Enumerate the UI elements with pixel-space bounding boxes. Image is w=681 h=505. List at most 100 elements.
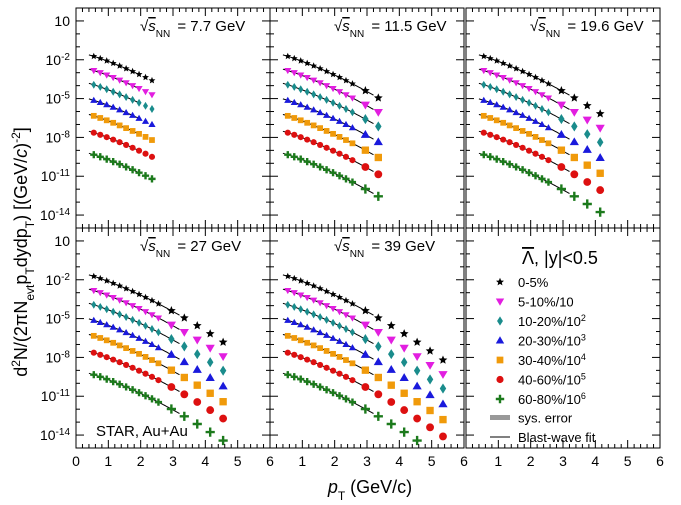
data-point	[218, 353, 228, 362]
data-point	[493, 155, 501, 163]
data-point	[290, 274, 298, 282]
data-point	[129, 128, 136, 134]
data-point	[532, 101, 539, 110]
data-point	[154, 315, 163, 322]
data-point	[329, 334, 337, 341]
y-tick-label: 10	[54, 233, 70, 249]
data-point	[348, 124, 357, 131]
data-point	[310, 282, 318, 289]
data-point	[142, 370, 149, 377]
data-point	[336, 370, 343, 377]
panel-5: √sNN = 39 GeV	[282, 238, 448, 446]
series-6	[88, 129, 156, 160]
fit-curve	[88, 350, 180, 392]
data-point	[135, 169, 143, 177]
fit-curve	[282, 274, 374, 316]
data-point	[103, 375, 111, 383]
data-point	[413, 414, 422, 423]
data-point	[123, 141, 130, 149]
data-point	[413, 398, 421, 406]
data-point	[304, 307, 310, 316]
data-point	[284, 112, 291, 119]
data-point	[336, 150, 343, 157]
data-point	[348, 315, 357, 322]
data-point	[135, 114, 143, 121]
data-point	[290, 153, 298, 161]
data-point	[166, 321, 176, 330]
y-axis-label: d2N/(2πNevtpTdydpT) [(GeV/c)-2]	[9, 127, 37, 377]
data-point	[322, 303, 331, 310]
data-point	[582, 101, 592, 110]
x-tick-label: 5	[234, 453, 242, 469]
data-point	[310, 359, 317, 366]
data-point	[90, 151, 98, 159]
data-point	[373, 191, 383, 201]
data-point	[290, 318, 298, 325]
data-point	[426, 374, 434, 385]
series-6	[478, 129, 605, 194]
data-point	[205, 329, 215, 338]
data-point	[142, 293, 149, 301]
data-point	[310, 77, 318, 84]
data-point	[506, 106, 514, 113]
data-point	[128, 111, 137, 118]
data-point	[349, 157, 356, 164]
y-tick-label: 10-14	[40, 207, 70, 224]
data-point	[539, 137, 545, 143]
data-point	[583, 178, 592, 186]
data-point	[136, 98, 142, 107]
data-point	[545, 157, 552, 164]
data-point	[584, 129, 591, 140]
data-point	[375, 341, 382, 352]
data-point	[557, 146, 566, 154]
data-point	[317, 345, 323, 352]
data-point	[373, 357, 383, 366]
data-point	[556, 101, 566, 110]
data-point	[218, 435, 228, 446]
data-point	[90, 316, 98, 323]
series-5	[88, 112, 155, 143]
data-point	[135, 147, 143, 154]
data-point	[310, 62, 318, 69]
data-point	[96, 318, 104, 325]
data-point	[330, 98, 336, 107]
data-point	[123, 93, 129, 102]
data-point	[122, 300, 130, 307]
data-point	[116, 359, 123, 366]
data-point	[349, 377, 356, 384]
data-point	[438, 371, 448, 379]
data-point	[506, 122, 513, 129]
data-point	[343, 137, 349, 143]
x-tick-label: 6	[460, 453, 468, 469]
data-point	[109, 323, 117, 330]
data-point	[149, 105, 155, 113]
data-point	[545, 108, 551, 117]
energy-label: √sNN = 39 GeV	[334, 238, 435, 260]
data-point	[116, 326, 124, 333]
data-point	[135, 367, 143, 374]
series-3	[282, 80, 382, 132]
x-tick-label: 5	[624, 453, 632, 469]
data-point	[310, 326, 318, 333]
data-point	[141, 117, 150, 124]
data-point	[335, 117, 344, 124]
data-point	[141, 172, 150, 180]
data-point	[374, 153, 382, 162]
data-point	[519, 67, 527, 75]
data-point	[373, 137, 383, 146]
data-point	[122, 108, 130, 116]
data-point	[303, 103, 311, 110]
legend-marker	[496, 356, 504, 364]
data-point	[284, 316, 292, 323]
data-point	[480, 68, 488, 75]
data-point	[518, 166, 527, 174]
data-point	[399, 427, 409, 437]
series-7	[88, 151, 156, 183]
data-point	[97, 131, 104, 138]
data-point	[304, 356, 311, 363]
data-point	[317, 313, 323, 322]
series-5	[282, 112, 382, 162]
x-tick-label: 2	[137, 453, 145, 469]
x-tick-label: 0	[72, 453, 80, 469]
